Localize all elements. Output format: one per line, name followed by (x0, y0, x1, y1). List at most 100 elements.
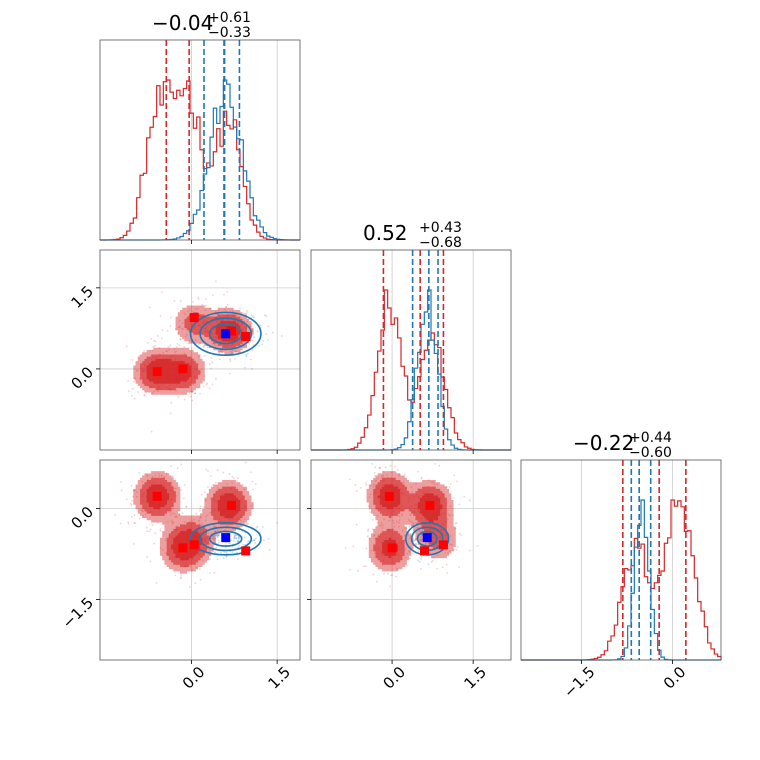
blue-sample-point (211, 361, 214, 364)
blue-sample-point (231, 349, 234, 352)
red-sample-point (393, 522, 395, 524)
red-sample-point (185, 506, 187, 508)
red-sample-point (215, 489, 218, 492)
red-sample-point (151, 524, 154, 527)
red-sample-point (143, 394, 146, 397)
red-sample-point (127, 390, 130, 393)
red-sample-point (415, 482, 417, 485)
blue-sample-point (411, 521, 414, 524)
red-sample-point (197, 296, 199, 299)
red-sample-point (154, 345, 156, 348)
red-sample-point (180, 574, 183, 576)
red-sample-point (209, 572, 211, 574)
red-sample-point (130, 516, 133, 518)
red-sample-point (389, 464, 392, 467)
blue-sample-point (253, 542, 256, 544)
red-sample-point (181, 512, 184, 515)
red-sample-point (418, 529, 420, 532)
red-sample-point (233, 477, 235, 480)
red-sample-point (199, 515, 202, 518)
truth-marker-5 (422, 533, 432, 543)
red-sample-point (446, 518, 449, 521)
panels: −0.04+0.61−0.330.52 +0.43−0.68−0.22+0.44−… (59, 10, 722, 701)
red-sample-point (378, 466, 381, 468)
red-sample-point (195, 566, 198, 569)
red-histogram-p1 (99, 79, 300, 241)
red-sample-point (197, 355, 200, 358)
red-sample-point (194, 392, 197, 395)
red-sample-point (436, 567, 438, 570)
red-sample-point (141, 509, 144, 512)
truth-marker-0 (384, 491, 394, 501)
panel-frame-p1-p3 (99, 459, 301, 661)
red-sample-point (383, 573, 385, 575)
x-tick-label-p2-0: 0.0 (379, 663, 409, 693)
blue-sample-point (255, 526, 258, 529)
red-sample-point (436, 554, 439, 557)
red-sample-point (216, 529, 219, 532)
red-sample-point (436, 483, 439, 486)
blue-sample-point (180, 338, 182, 341)
red-sample-point (174, 574, 177, 577)
red-sample-point (208, 549, 211, 552)
blue-sample-point (222, 557, 225, 559)
red-sample-point (225, 306, 228, 308)
red-sample-point (114, 514, 117, 516)
red-sample-point (251, 349, 254, 352)
red-sample-point (171, 476, 174, 479)
blue-sample-point (233, 536, 236, 539)
red-sample-point (395, 471, 398, 474)
red-sample-point (216, 536, 219, 539)
red-sample-point (200, 516, 203, 519)
red-sample-point (454, 522, 457, 525)
red-sample-point (420, 556, 423, 558)
red-sample-point (206, 514, 209, 516)
blue-sample-point (204, 309, 207, 312)
red-sample-point (458, 566, 461, 568)
red-sample-point (251, 480, 254, 483)
red-sample-point (239, 519, 242, 522)
red-sample-point (133, 489, 136, 492)
red-sample-point (468, 549, 471, 552)
truth-marker-0 (152, 367, 162, 377)
red-sample-point (207, 532, 210, 535)
red-sample-point (199, 507, 202, 510)
blue-sample-point (244, 523, 247, 525)
red-sample-point (413, 528, 415, 531)
red-sample-point (153, 390, 155, 393)
red-sample-point (146, 556, 149, 558)
red-sample-point (169, 325, 172, 327)
red-sample-point (136, 369, 139, 372)
blue-sample-point (447, 552, 449, 555)
y-tick-label-p3-0: −1.5 (59, 594, 97, 632)
red-sample-point (180, 463, 183, 466)
truth-marker-2 (438, 540, 448, 550)
red-sample-point (211, 294, 214, 297)
red-sample-point (372, 483, 375, 486)
red-sample-point (161, 291, 163, 294)
red-sample-point (185, 505, 188, 508)
red-sample-point (136, 491, 138, 493)
red-sample-point (243, 345, 245, 348)
red-sample-point (161, 548, 164, 551)
red-sample-point (432, 556, 435, 559)
panel-frame-p2-p3 (310, 459, 512, 661)
blue-contour-0 (416, 530, 438, 547)
blue-sample-point (420, 533, 423, 536)
blue-sample-point (185, 333, 188, 336)
panel-p2-p3 (310, 459, 512, 661)
blue-sample-point (243, 536, 246, 539)
red-sample-point (389, 585, 392, 588)
red-sample-point (171, 522, 174, 525)
truth-marker-2 (189, 313, 199, 323)
blue-sample-point (237, 536, 240, 539)
red-sample-point (183, 345, 186, 348)
red-sample-point (231, 475, 234, 478)
red-sample-point (251, 322, 253, 325)
red-sample-point (152, 345, 155, 348)
red-sample-point (468, 499, 471, 502)
red-sample-point (175, 346, 178, 348)
red-sample-point (146, 530, 149, 533)
red-sample-point (371, 528, 374, 531)
